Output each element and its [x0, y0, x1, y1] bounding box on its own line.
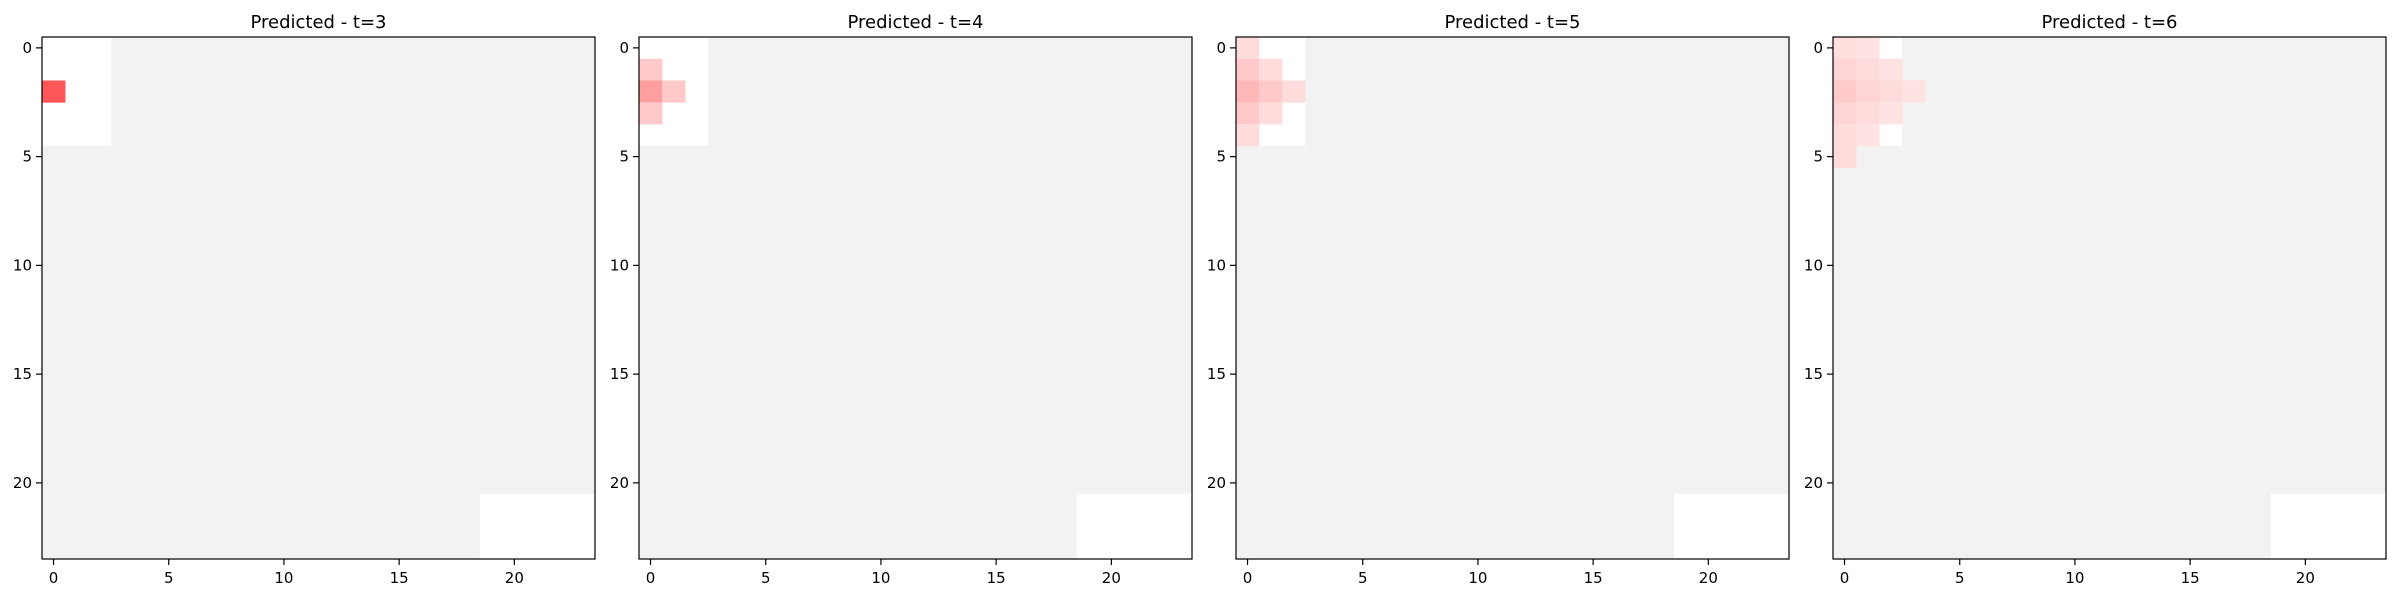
x-tick-label: 0 [1243, 569, 1253, 587]
panel-title: Predicted - t=6 [2041, 12, 2177, 33]
heat-cell [1856, 102, 1880, 125]
panel-3: Predicted - t=5 0 5 10 15 20 0 5 10 15 20 [1207, 12, 1790, 587]
y-tick-label: 0 [22, 39, 32, 57]
y-tick-label: 5 [22, 148, 32, 166]
heatmap-background [639, 37, 1192, 559]
x-tick-label: 10 [1468, 569, 1487, 587]
heat-cell [1833, 37, 1857, 60]
y-tick-label: 5 [1813, 148, 1823, 166]
heat-cell [1833, 58, 1857, 81]
x-tick-label: 15 [987, 569, 1006, 587]
heatmap-background [1833, 37, 2386, 559]
y-tick-label: 20 [1804, 474, 1823, 492]
axes-frame [638, 36, 1193, 560]
x-tick-label: 10 [274, 569, 293, 587]
y-tick-label: 10 [13, 256, 32, 274]
heat-cell [1259, 58, 1283, 81]
panel-title: Predicted - t=5 [1444, 12, 1580, 33]
axes-frame [1235, 36, 1790, 560]
heat-cell [1833, 145, 1857, 168]
panel-4: Predicted - t=6 0 5 10 15 20 0 5 10 15 20 [1804, 12, 2387, 587]
white-region [1076, 493, 1192, 559]
y-tick-label: 15 [1207, 365, 1226, 383]
y-tick-label: 10 [1804, 256, 1823, 274]
x-tick-label: 10 [2065, 569, 2084, 587]
heat-cell [1236, 37, 1260, 60]
y-tick-label: 15 [13, 365, 32, 383]
panel-title: Predicted - t=4 [847, 12, 983, 33]
y-tick-label: 20 [1207, 474, 1226, 492]
axes-frame [1832, 36, 2387, 560]
panel-title: Predicted - t=3 [250, 12, 386, 33]
x-tick-label: 0 [49, 569, 59, 587]
white-region [2270, 493, 2386, 559]
heat-cell [1236, 124, 1260, 147]
heat-cell [1856, 58, 1880, 81]
y-tick-label: 0 [1813, 39, 1823, 57]
panel-1: Predicted - t=3 0 5 10 15 20 0 5 10 15 20 [13, 12, 596, 587]
heat-cell [42, 80, 66, 103]
x-tick-label: 0 [646, 569, 656, 587]
heat-cell [1282, 80, 1306, 103]
white-region [1673, 493, 1789, 559]
y-tick-label: 10 [1207, 256, 1226, 274]
heat-cell [1236, 58, 1260, 81]
y-tick-label: 15 [610, 365, 629, 383]
y-tick-label: 20 [610, 474, 629, 492]
heat-cell [1879, 102, 1903, 125]
x-tick-label: 20 [1699, 569, 1718, 587]
heat-cell [639, 80, 663, 103]
x-tick-label: 15 [2181, 569, 2200, 587]
heat-cell [1236, 102, 1260, 125]
heat-cell [1259, 102, 1283, 125]
x-tick-label: 5 [1358, 569, 1368, 587]
y-tick-label: 0 [1216, 39, 1226, 57]
x-tick-label: 15 [1584, 569, 1603, 587]
heat-cell [1879, 58, 1903, 81]
x-tick-label: 10 [871, 569, 890, 587]
heat-cell [1833, 124, 1857, 147]
x-tick-label: 20 [1102, 569, 1121, 587]
white-region [479, 493, 595, 559]
heat-cell [1856, 124, 1880, 147]
heat-cell [1833, 102, 1857, 125]
heat-cell [1236, 80, 1260, 103]
y-tick-label: 10 [610, 256, 629, 274]
heatmap-background [1236, 37, 1789, 559]
y-tick-label: 0 [619, 39, 629, 57]
y-tick-label: 5 [619, 148, 629, 166]
heatmap-background [42, 37, 595, 559]
heat-cell [1856, 37, 1880, 60]
y-tick-label: 5 [1216, 148, 1226, 166]
heat-cell [662, 80, 686, 103]
x-tick-label: 5 [761, 569, 771, 587]
x-tick-label: 15 [390, 569, 409, 587]
y-tick-label: 20 [13, 474, 32, 492]
heat-cell [1856, 80, 1880, 103]
heat-cell [1833, 80, 1857, 103]
heat-cell [639, 102, 663, 125]
y-tick-label: 15 [1804, 365, 1823, 383]
x-tick-label: 0 [1840, 569, 1850, 587]
heat-cell [1879, 80, 1903, 103]
heat-cell [1259, 80, 1283, 103]
axes-frame [41, 36, 596, 560]
x-tick-label: 20 [2296, 569, 2315, 587]
x-tick-label: 5 [164, 569, 174, 587]
x-tick-label: 5 [1955, 569, 1965, 587]
panel-2: Predicted - t=4 0 5 10 15 20 0 5 10 15 20 [610, 12, 1193, 587]
heat-cell [639, 58, 663, 81]
heat-cell [1902, 80, 1926, 103]
x-tick-label: 20 [505, 569, 524, 587]
